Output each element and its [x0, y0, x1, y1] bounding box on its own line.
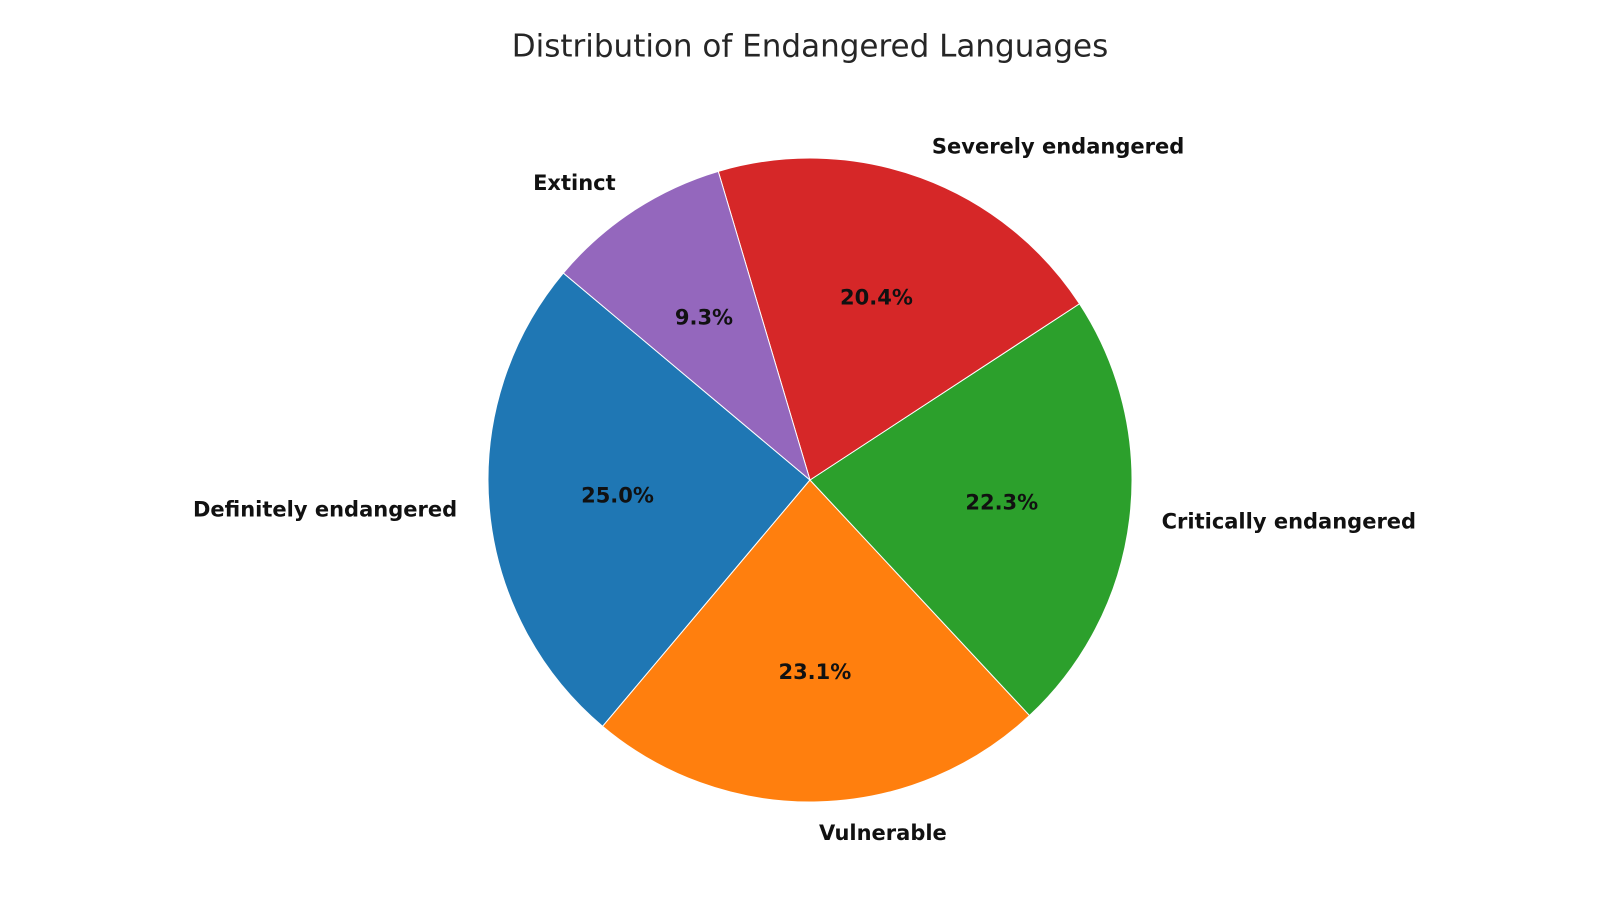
slice-extinct [562, 170, 811, 482]
percent-label-vulnerable: 23.1% [778, 660, 851, 684]
chart-title: Distribution of Endangered Languages [512, 29, 1109, 65]
category-label-critically-endangered: Critically endangered [1162, 510, 1416, 534]
category-label-severely-endangered: Severely endangered [932, 134, 1184, 158]
slice-definitely-endangered [487, 272, 811, 728]
percent-label-critically-endangered: 22.3% [965, 490, 1038, 514]
slice-vulnerable [601, 479, 1031, 803]
percent-label-definitely-endangered: 25.0% [581, 484, 654, 508]
pie-slices [487, 157, 1133, 803]
category-label-extinct: Extinct [533, 171, 616, 195]
percent-labels: 25.0% 23.1% 22.3% 20.4% 9.3% [581, 286, 1038, 685]
percent-label-extinct: 9.3% [675, 305, 733, 329]
percent-label-severely-endangered: 20.4% [840, 286, 913, 310]
slice-severely-endangered [717, 157, 1081, 481]
slice-critically-endangered [809, 303, 1133, 717]
category-labels: Definitely endangered Vulnerable Criticall… [193, 134, 1416, 845]
category-label-vulnerable: Vulnerable [819, 821, 947, 845]
category-label-definitely-endangered: Definitely endangered [193, 498, 457, 522]
